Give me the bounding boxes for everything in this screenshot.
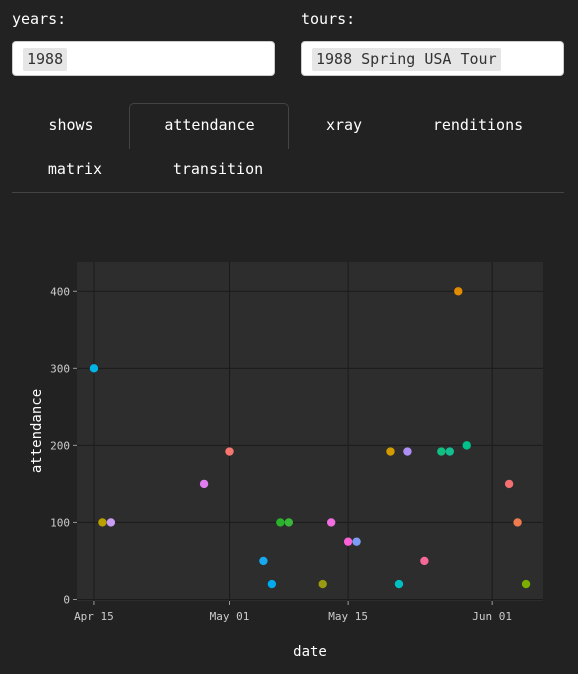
scatter-point bbox=[318, 579, 327, 589]
scatter-point bbox=[98, 518, 107, 527]
tours-label: tours: bbox=[301, 10, 356, 28]
tab-renditions[interactable]: renditions bbox=[432, 116, 524, 134]
scatter-point bbox=[276, 518, 285, 527]
y-tick-label: 100 bbox=[50, 516, 70, 529]
scatter-point bbox=[521, 579, 531, 589]
tabs-divider bbox=[12, 192, 564, 193]
scatter-point bbox=[445, 447, 454, 456]
tab-transition[interactable]: transition bbox=[172, 160, 264, 178]
y-axis-ticks: 0 100 200 300 400 bbox=[50, 285, 77, 606]
scatter-point bbox=[106, 518, 116, 527]
y-axis-title: attendance bbox=[29, 389, 45, 473]
tab-matrix[interactable]: matrix bbox=[47, 160, 103, 178]
plot-panel bbox=[77, 262, 543, 601]
scatter-point bbox=[267, 579, 277, 589]
scatter-point bbox=[199, 479, 209, 489]
years-select[interactable]: 1988 bbox=[12, 41, 275, 76]
y-tick-label: 400 bbox=[50, 285, 70, 298]
scatter-point bbox=[513, 518, 522, 527]
x-tick-label: Jun 01 bbox=[472, 610, 512, 623]
scatter-point bbox=[284, 518, 294, 527]
y-tick-label: 0 bbox=[63, 593, 70, 606]
y-tick-label: 200 bbox=[50, 439, 70, 452]
tab-shows[interactable]: shows bbox=[48, 116, 94, 134]
scatter-point bbox=[225, 447, 234, 456]
active-tab-frame bbox=[129, 103, 289, 149]
y-tick-label: 300 bbox=[50, 362, 70, 375]
x-axis-title: date bbox=[293, 644, 327, 660]
scatter-point bbox=[259, 556, 268, 566]
x-tick-label: May 15 bbox=[328, 610, 368, 623]
scatter-point bbox=[352, 537, 361, 546]
years-label: years: bbox=[12, 10, 67, 28]
tab-attendance[interactable]: attendance bbox=[164, 116, 255, 134]
scatter-point bbox=[504, 479, 514, 489]
scatter-point bbox=[343, 537, 353, 546]
scatter-point bbox=[454, 287, 463, 296]
x-tick-label: Apr 15 bbox=[74, 610, 114, 623]
years-selected-value[interactable]: 1988 bbox=[23, 48, 68, 71]
tours-selected-value[interactable]: 1988 Spring USA Tour bbox=[312, 48, 501, 71]
scatter-point bbox=[420, 556, 429, 566]
scatter-point bbox=[394, 579, 404, 589]
scatter-point bbox=[437, 447, 446, 456]
scatter-point bbox=[326, 518, 336, 527]
scatter-point bbox=[89, 364, 99, 373]
tab-xray[interactable]: xray bbox=[325, 116, 363, 134]
x-axis-ticks: Apr 15 May 01 May 15 Jun 01 bbox=[74, 601, 512, 623]
tours-select[interactable]: 1988 Spring USA Tour bbox=[301, 41, 564, 76]
scatter-point bbox=[386, 447, 395, 456]
data-points bbox=[89, 287, 531, 589]
x-tick-label: May 01 bbox=[210, 610, 250, 623]
scatter-point bbox=[462, 441, 471, 450]
scatter-point bbox=[403, 447, 412, 456]
